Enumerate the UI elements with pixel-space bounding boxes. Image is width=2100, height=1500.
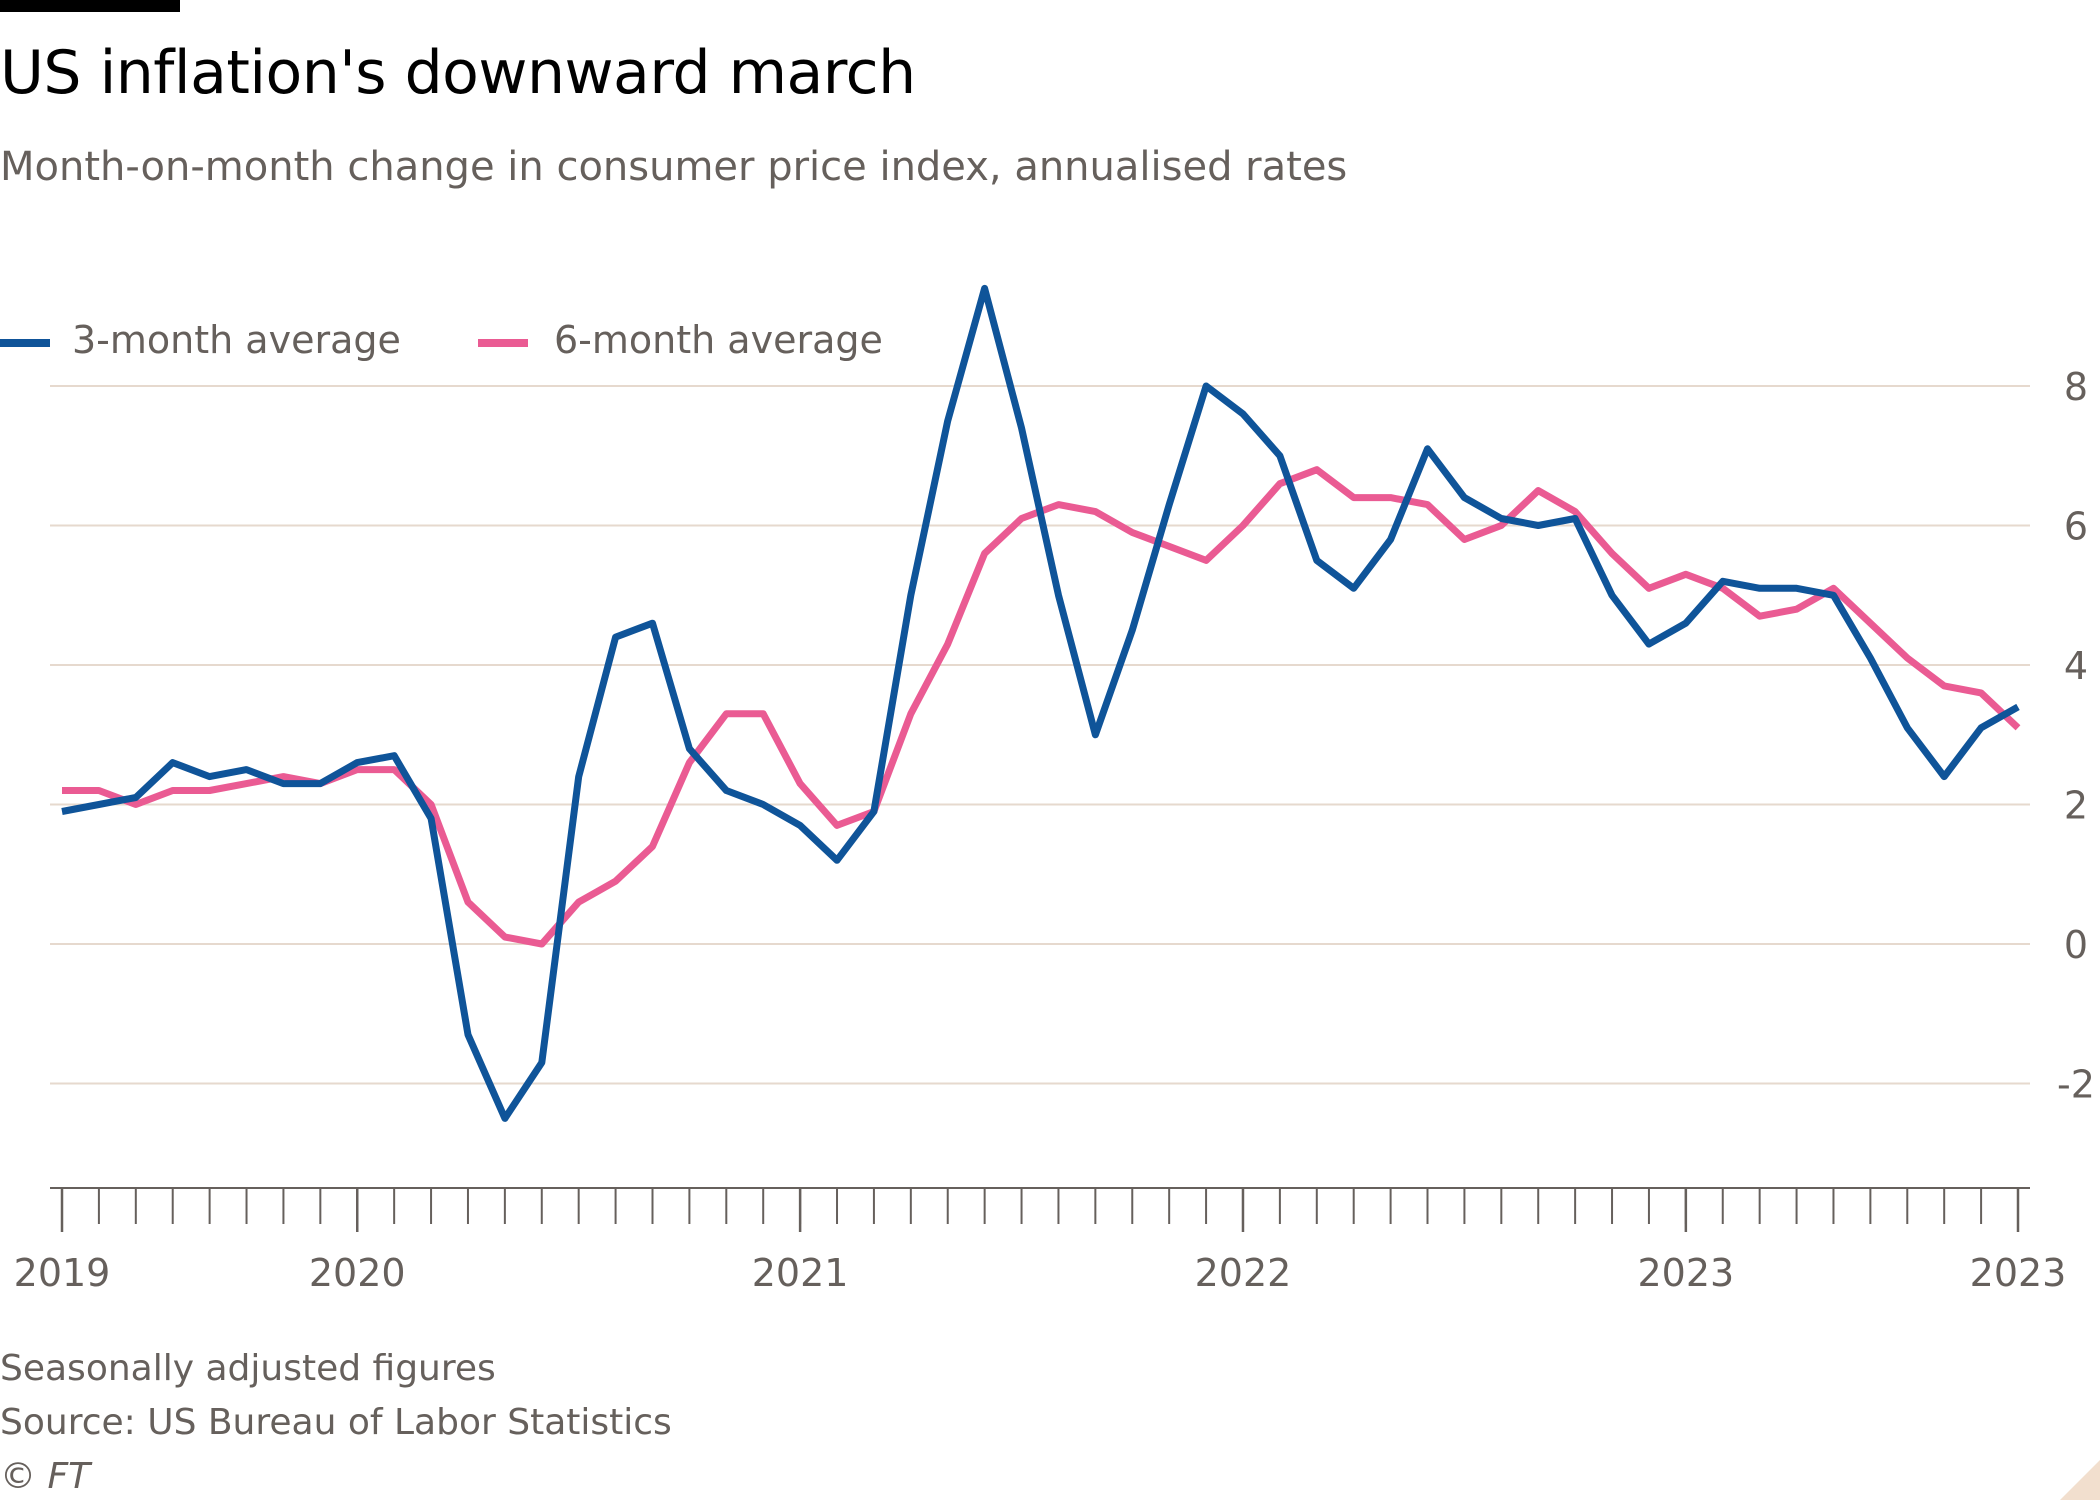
gridlines bbox=[50, 385, 2030, 1085]
brand-top-bar bbox=[0, 0, 180, 12]
y-axis: -2 0 2 4 6 8 bbox=[2057, 365, 2095, 1107]
y-tick-label: 8 bbox=[2064, 365, 2088, 409]
x-tick-label: 2023 bbox=[1970, 1251, 2067, 1295]
legend-swatch-3-month bbox=[0, 339, 50, 347]
y-tick-label: 0 bbox=[2064, 923, 2088, 967]
copyright-notice: © FT bbox=[0, 1456, 91, 1497]
x-tick-label: 2023 bbox=[1637, 1251, 1734, 1295]
series-lines bbox=[61, 284, 2021, 1122]
legend-swatch-6-month bbox=[478, 339, 528, 347]
y-tick-label: 2 bbox=[2064, 784, 2088, 828]
x-tick-label: 2019 bbox=[14, 1251, 111, 1295]
legend-label-6-month: 6-month average bbox=[554, 318, 883, 362]
y-tick-label: 4 bbox=[2064, 644, 2088, 688]
legend-label-3-month: 3-month average bbox=[72, 318, 401, 362]
y-tick-label: -2 bbox=[2057, 1063, 2095, 1107]
corner-fold bbox=[2060, 1460, 2100, 1500]
chart-title: US inflation's downward march bbox=[0, 38, 916, 108]
x-tick-label: 2021 bbox=[752, 1251, 849, 1295]
x-tick-label: 2022 bbox=[1195, 1251, 1292, 1295]
y-tick-label: 6 bbox=[2064, 505, 2088, 549]
x-tick-label: 2020 bbox=[309, 1251, 406, 1295]
footnote-seasonally-adjusted: Seasonally adjusted figures bbox=[0, 1348, 496, 1389]
footnote-source: Source: US Bureau of Labor Statistics bbox=[0, 1402, 672, 1443]
series-line-3-month-average bbox=[61, 284, 2020, 1122]
series-line-6-month-average bbox=[62, 466, 2021, 948]
x-axis: 2019 2020 2021 2022 2023 2023 bbox=[14, 1187, 2067, 1295]
chart-subtitle: Month-on-month change in consumer price … bbox=[0, 144, 1348, 190]
